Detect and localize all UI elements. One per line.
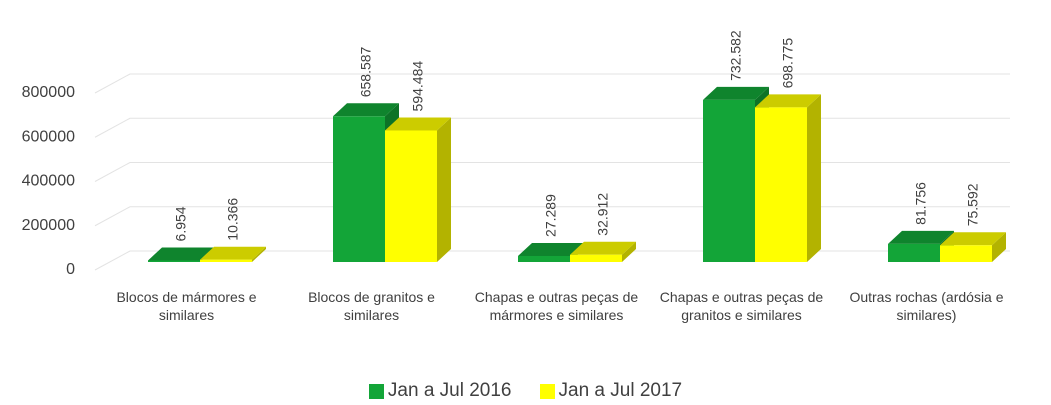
- bar-side: [992, 232, 1006, 262]
- bar-front: [703, 99, 755, 262]
- legend-swatch: [368, 383, 384, 399]
- y-tick-label: 0: [66, 261, 75, 278]
- bar-front: [200, 259, 252, 262]
- data-label: 27.289: [543, 194, 559, 237]
- data-label: 32.912: [595, 193, 611, 236]
- data-label: 594.484: [410, 61, 426, 112]
- bar-front: [570, 254, 622, 262]
- bar: [200, 246, 266, 262]
- grid-line: [94, 73, 1010, 94]
- bar-front: [518, 255, 570, 262]
- data-label: 81.756: [913, 182, 929, 225]
- bar-top: [518, 242, 584, 256]
- x-tick-label: Chapas e outras peças de granitos e simi…: [659, 289, 824, 323]
- bar-side: [252, 246, 266, 262]
- bar-top: [333, 103, 399, 117]
- grid-line: [94, 117, 1010, 138]
- legend-swatch: [539, 383, 555, 399]
- bar: [570, 241, 636, 262]
- data-label: 732.582: [728, 30, 744, 81]
- x-tick-label: Outras rochas (ardósia e similares): [849, 289, 1004, 323]
- bar-front: [888, 243, 940, 262]
- legend: Jan a Jul 2016 Jan a Jul 2017: [0, 380, 1051, 405]
- y-tick-label: 200000: [22, 217, 75, 234]
- grid-line: [94, 162, 1010, 182]
- bar-top: [148, 247, 214, 261]
- bar-side: [622, 241, 636, 262]
- bar-top: [385, 117, 451, 131]
- legend-item: Jan a Jul 2016: [368, 380, 512, 402]
- bar-front: [148, 260, 200, 262]
- data-label: 6.954: [173, 206, 189, 241]
- bar-front: [333, 116, 385, 262]
- bar-front: [385, 130, 437, 262]
- data-label: 658.587: [358, 46, 374, 97]
- bar-top: [570, 241, 636, 255]
- legend-label: Jan a Jul 2016: [387, 380, 512, 401]
- bar-top: [888, 230, 954, 244]
- data-label: 75.592: [965, 183, 981, 226]
- bar-front: [940, 245, 992, 262]
- bar: [940, 232, 1006, 262]
- bar-top: [200, 246, 266, 260]
- x-tick-label: Chapas e outras peças de mármores e simi…: [474, 289, 639, 323]
- bar: [385, 117, 451, 262]
- bar-side: [807, 94, 821, 263]
- bar-front: [755, 107, 807, 263]
- y-tick-label: 600000: [22, 128, 75, 145]
- bar-top: [940, 232, 1006, 246]
- bar-top: [703, 86, 769, 100]
- bar-top: [755, 94, 821, 108]
- y-tick-label: 800000: [22, 84, 75, 101]
- data-label: 10.366: [225, 198, 241, 241]
- legend-item: Jan a Jul 2017: [539, 380, 683, 402]
- bar: [755, 94, 821, 263]
- legend-label: Jan a Jul 2017: [558, 380, 683, 401]
- y-tick-label: 400000: [22, 173, 75, 190]
- bar-side: [437, 117, 451, 262]
- x-tick-label: Blocos de granitos e similares: [308, 289, 435, 323]
- data-label: 698.775: [780, 38, 796, 89]
- x-tick-label: Blocos de mármores e similares: [116, 289, 257, 323]
